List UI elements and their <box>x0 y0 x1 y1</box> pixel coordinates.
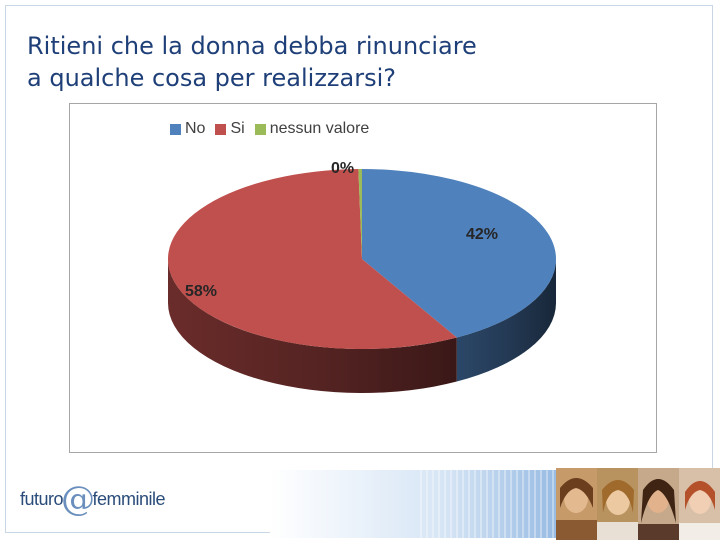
pie-side-si <box>168 259 457 393</box>
title-line-1: Ritieni che la donna debba rinunciare <box>27 32 477 60</box>
pie-slice-nessun-valore <box>358 169 362 259</box>
legend-swatch-nessun-valore <box>254 123 266 135</box>
photo-woman-1 <box>556 468 597 540</box>
logo-at-symbol: @ <box>61 479 95 519</box>
pie-slice-si <box>167 169 457 349</box>
pie-slice-no <box>362 169 556 338</box>
legend-item-si: Si <box>215 120 245 138</box>
photo-strip <box>556 468 720 540</box>
legend-label-no: No <box>185 120 206 137</box>
legend-label-nessun-valore: nessun valore <box>269 120 370 137</box>
photo-woman-3 <box>638 468 679 540</box>
photo-woman-4 <box>679 468 720 540</box>
title-line-2: a qualche cosa per realizzarsi? <box>27 64 396 92</box>
legend-swatch-no <box>170 123 181 135</box>
footer-gradient-band <box>270 470 560 538</box>
pie-side-no <box>456 259 556 382</box>
photo-woman-2 <box>597 468 638 540</box>
chart-legend: No Si nessun valore <box>170 118 379 140</box>
data-label-no: 42% <box>466 226 499 243</box>
logo-text-futuro: futuro <box>20 488 64 509</box>
slide-title: Ritieni che la donna debba rinunciare a … <box>27 30 627 94</box>
data-label-si: 58% <box>185 283 218 300</box>
legend-label-si: Si <box>230 120 245 137</box>
data-label-nessun-valore: 0% <box>331 160 355 177</box>
logo-text-femminile: femminile <box>92 488 166 509</box>
footer-stripes <box>420 470 560 538</box>
legend-swatch-si <box>215 123 227 135</box>
legend-item-no: No <box>170 120 205 138</box>
futuro-femminile-logo: futuro @ femminile <box>20 479 166 519</box>
legend-item-nessun-valore: nessun valore <box>254 120 370 138</box>
